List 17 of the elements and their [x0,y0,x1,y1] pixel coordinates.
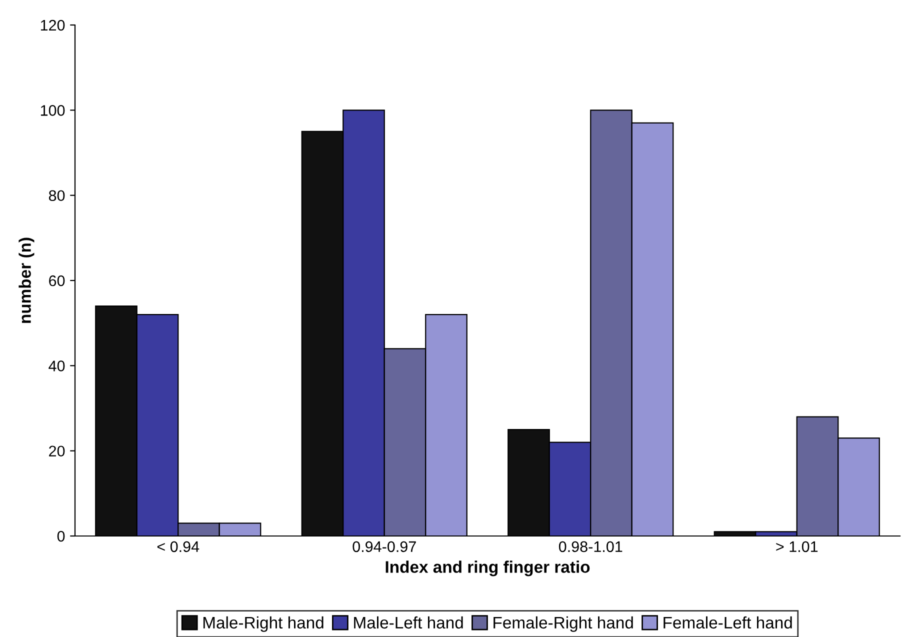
x-axis-title: Index and ring finger ratio [386,560,590,576]
y-tick-label: 0 [57,530,65,542]
y-tick-label: 80 [48,190,65,202]
y-tick-label: 40 [48,360,65,372]
y-axis-title: number (n) [18,238,34,323]
x-tick-label: 0.94-0.97 [352,541,416,552]
y-tick-label: 20 [49,446,65,457]
x-tick-label: > 1.01 [776,541,818,552]
x-tick-label: < 0.94 [157,541,200,552]
y-tick-label: 60 [49,275,65,286]
legend-label: Female-Left hand [664,616,792,629]
y-tick-label: 100 [40,105,65,116]
legend-label: Male-Right hand [203,616,324,632]
legend-label: Male-Left hand [354,616,463,629]
x-tick-label: 0.98-1.01 [558,541,622,552]
y-tick-label: 120 [40,20,65,31]
legend-label: Female-Right hand [494,616,633,632]
